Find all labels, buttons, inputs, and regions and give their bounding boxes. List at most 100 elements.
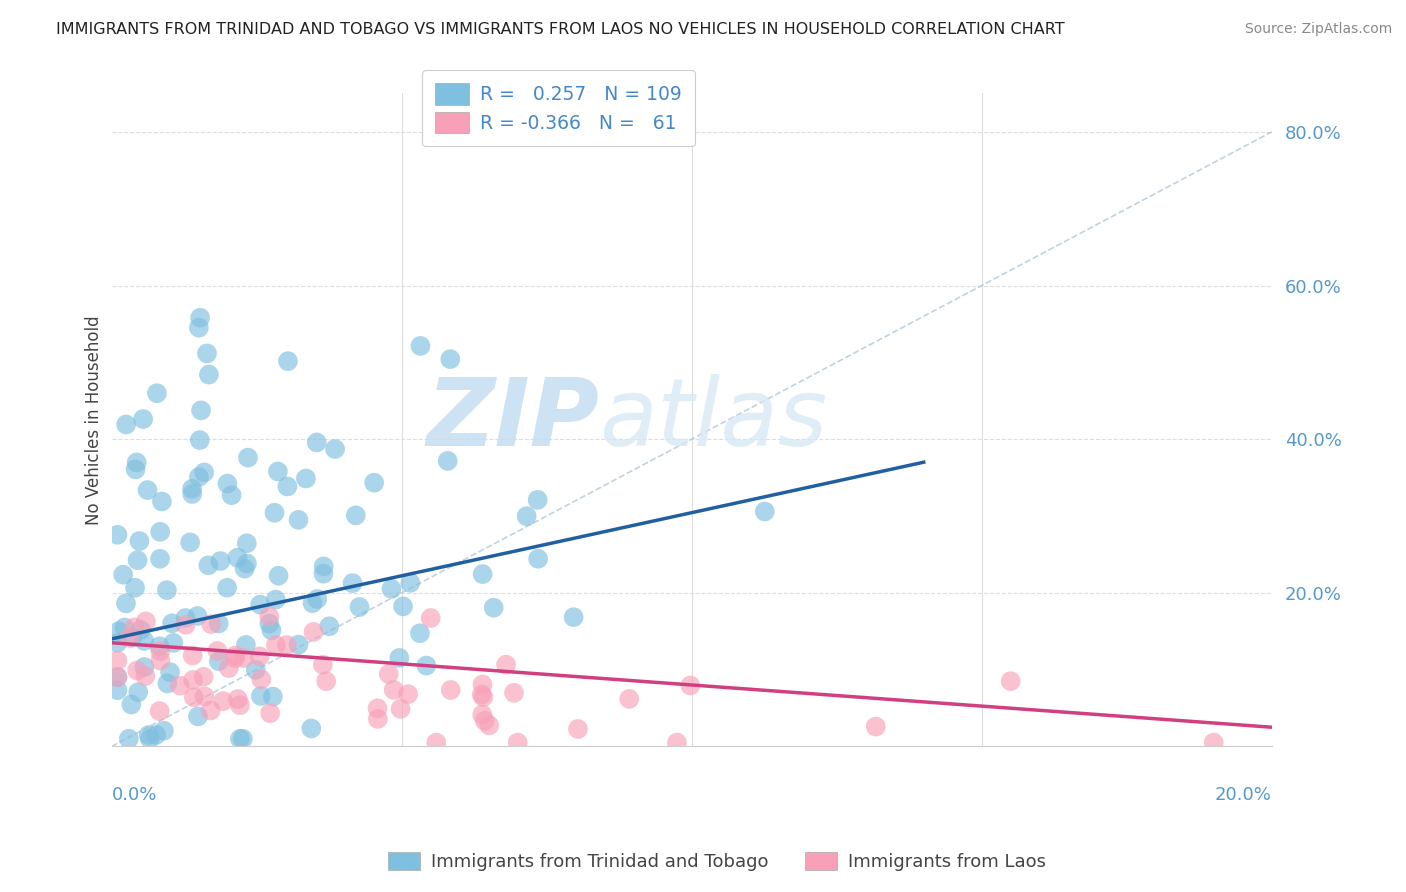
Point: [125, 455, 148, 469]
Point: [236, 557, 259, 571]
Point: [236, 536, 259, 550]
Point: [378, 667, 401, 681]
Point: [193, 466, 215, 480]
Point: [276, 638, 298, 652]
Point: [396, 687, 419, 701]
Point: [217, 581, 239, 595]
Point: [217, 476, 239, 491]
Point: [181, 482, 204, 496]
Point: [107, 670, 129, 684]
Point: [665, 735, 688, 749]
Point: [212, 694, 235, 708]
Point: [482, 600, 505, 615]
Point: [315, 674, 337, 689]
Point: [363, 475, 385, 490]
Point: [120, 698, 142, 712]
Point: [380, 582, 402, 596]
Point: [136, 483, 159, 497]
Point: [301, 596, 323, 610]
Point: [181, 673, 204, 687]
Text: IMMIGRANTS FROM TRINIDAD AND TOBAGO VS IMMIGRANTS FROM LAOS NO VEHICLES IN HOUSE: IMMIGRANTS FROM TRINIDAD AND TOBAGO VS I…: [56, 22, 1064, 37]
Point: [121, 631, 143, 645]
Point: [107, 636, 129, 650]
Point: [208, 654, 231, 668]
Point: [1000, 674, 1022, 689]
Point: [218, 661, 240, 675]
Point: [754, 504, 776, 518]
Point: [471, 688, 494, 702]
Point: [114, 620, 136, 634]
Point: [193, 670, 215, 684]
Point: [153, 723, 176, 738]
Point: [181, 487, 204, 501]
Point: [149, 654, 172, 668]
Point: [187, 709, 209, 723]
Point: [127, 685, 149, 699]
Point: [409, 626, 432, 640]
Point: [134, 633, 156, 648]
Point: [156, 583, 179, 598]
Point: [865, 720, 887, 734]
Point: [134, 669, 156, 683]
Point: [186, 609, 208, 624]
Point: [312, 559, 335, 574]
Point: [567, 722, 589, 736]
Point: [226, 692, 249, 706]
Point: [250, 673, 273, 687]
Point: [527, 551, 550, 566]
Point: [249, 598, 271, 612]
Point: [127, 664, 149, 678]
Point: [162, 636, 184, 650]
Point: [124, 581, 146, 595]
Point: [174, 617, 197, 632]
Point: [135, 615, 157, 629]
Point: [312, 566, 335, 581]
Point: [236, 450, 259, 465]
Point: [190, 403, 212, 417]
Point: [506, 735, 529, 749]
Point: [232, 651, 254, 665]
Text: 0.0%: 0.0%: [111, 786, 157, 804]
Point: [399, 575, 422, 590]
Point: [112, 567, 135, 582]
Point: [221, 488, 243, 502]
Point: [245, 663, 267, 677]
Point: [107, 654, 129, 668]
Point: [193, 690, 215, 704]
Point: [516, 509, 538, 524]
Point: [323, 442, 346, 456]
Point: [197, 558, 219, 573]
Point: [127, 553, 149, 567]
Point: [129, 623, 152, 637]
Point: [149, 704, 172, 718]
Point: [224, 648, 246, 663]
Point: [287, 513, 309, 527]
Point: [179, 535, 201, 549]
Legend: Immigrants from Trinidad and Tobago, Immigrants from Laos: Immigrants from Trinidad and Tobago, Imm…: [381, 845, 1053, 879]
Text: ZIP: ZIP: [426, 374, 599, 466]
Point: [526, 492, 548, 507]
Point: [198, 368, 221, 382]
Point: [118, 631, 141, 645]
Point: [156, 676, 179, 690]
Point: [389, 702, 412, 716]
Point: [159, 665, 181, 679]
Point: [187, 470, 209, 484]
Point: [259, 609, 281, 624]
Point: [679, 678, 702, 692]
Point: [562, 610, 585, 624]
Point: [169, 679, 191, 693]
Point: [472, 690, 495, 705]
Point: [134, 660, 156, 674]
Point: [471, 677, 494, 691]
Point: [478, 718, 501, 732]
Point: [264, 638, 287, 652]
Point: [183, 690, 205, 705]
Point: [233, 561, 256, 575]
Point: [307, 592, 329, 607]
Point: [419, 611, 441, 625]
Point: [260, 624, 283, 638]
Point: [200, 704, 222, 718]
Text: 20.0%: 20.0%: [1215, 786, 1271, 804]
Point: [128, 534, 150, 549]
